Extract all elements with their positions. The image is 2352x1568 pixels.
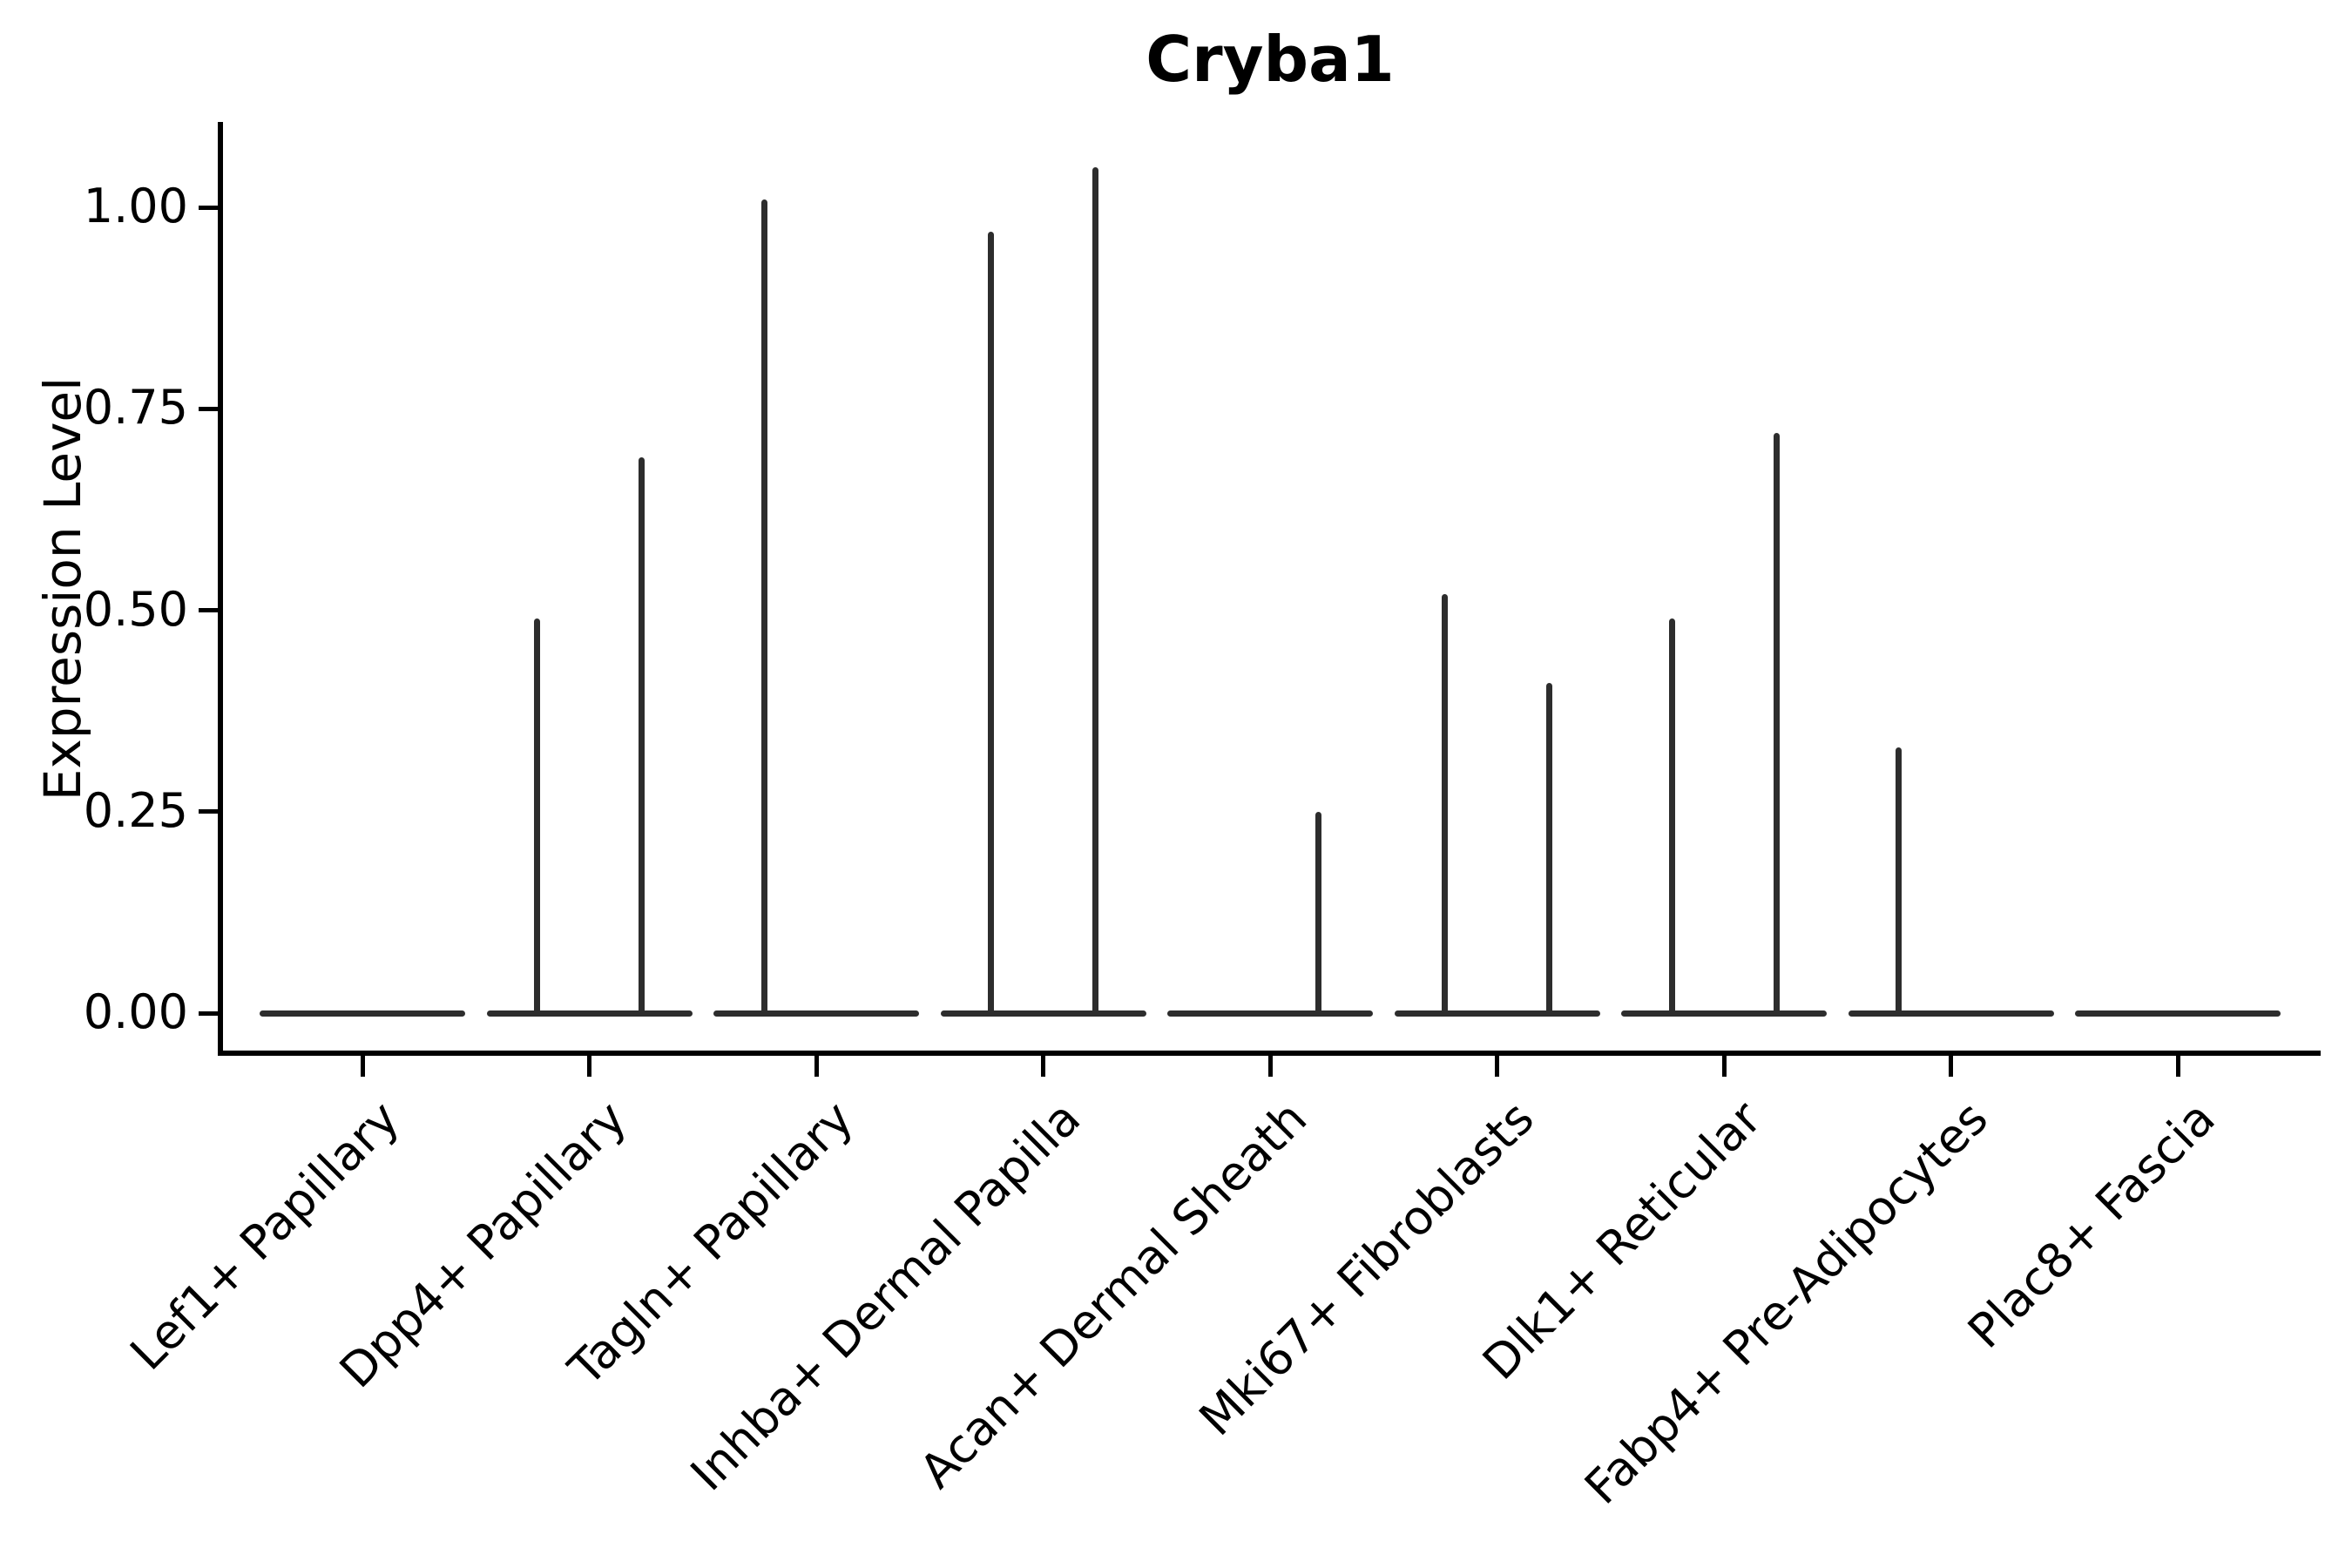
violin-spike bbox=[988, 231, 994, 1017]
violin-baseline bbox=[713, 1010, 919, 1017]
x-tick bbox=[1721, 1056, 1727, 1077]
x-tick-label: Plac8+ Fascia bbox=[1957, 1091, 2226, 1359]
x-tick-label: Acan+ Dermal Sheath bbox=[909, 1091, 1318, 1499]
y-tick bbox=[199, 1010, 218, 1016]
x-tick-label: Fabp4+ Pre-Adipocytes bbox=[1574, 1091, 1999, 1515]
x-tick bbox=[360, 1056, 365, 1077]
violin-baseline bbox=[1167, 1010, 1373, 1017]
violin-baseline bbox=[1848, 1010, 2054, 1017]
x-tick bbox=[1949, 1056, 1953, 1077]
violin-spike bbox=[1315, 811, 1321, 1017]
y-tick-label: 0.50 bbox=[83, 581, 188, 637]
y-tick-label: 1.00 bbox=[83, 179, 188, 234]
y-tick bbox=[199, 406, 218, 411]
y-tick-label: 0.25 bbox=[83, 782, 188, 838]
y-tick bbox=[199, 205, 218, 210]
violin-spike bbox=[639, 456, 645, 1017]
violin-baseline bbox=[1394, 1010, 1600, 1017]
x-tick-label: Inhba+ Dermal Papilla bbox=[679, 1091, 1092, 1502]
violin-spike bbox=[534, 618, 540, 1017]
violin-baseline bbox=[260, 1010, 465, 1017]
violin-spike bbox=[1773, 433, 1780, 1017]
x-tick bbox=[2175, 1056, 2180, 1077]
violin-spike bbox=[1668, 618, 1675, 1017]
violin-baseline bbox=[2075, 1010, 2281, 1017]
violin-spike bbox=[1546, 682, 1552, 1017]
violin-spike bbox=[1896, 747, 1902, 1017]
violin-spike bbox=[1442, 594, 1448, 1017]
x-tick bbox=[814, 1056, 819, 1077]
violin-baseline bbox=[940, 1010, 1146, 1017]
y-axis-spine bbox=[218, 122, 223, 1056]
chart-title: Cryba1 bbox=[1146, 23, 1395, 96]
y-tick bbox=[199, 809, 218, 814]
violin-spike bbox=[760, 199, 767, 1017]
x-tick bbox=[1495, 1056, 1499, 1077]
violin-spike bbox=[1092, 166, 1098, 1017]
x-tick bbox=[587, 1056, 591, 1077]
x-tick bbox=[1267, 1056, 1273, 1077]
y-tick-label: 0.00 bbox=[83, 984, 188, 1040]
x-tick bbox=[1041, 1056, 1045, 1077]
y-tick-label: 0.75 bbox=[83, 380, 188, 436]
y-tick bbox=[199, 608, 218, 612]
x-axis-spine bbox=[218, 1051, 2321, 1056]
violin-baseline bbox=[1621, 1010, 1827, 1017]
violin-baseline bbox=[486, 1010, 693, 1017]
